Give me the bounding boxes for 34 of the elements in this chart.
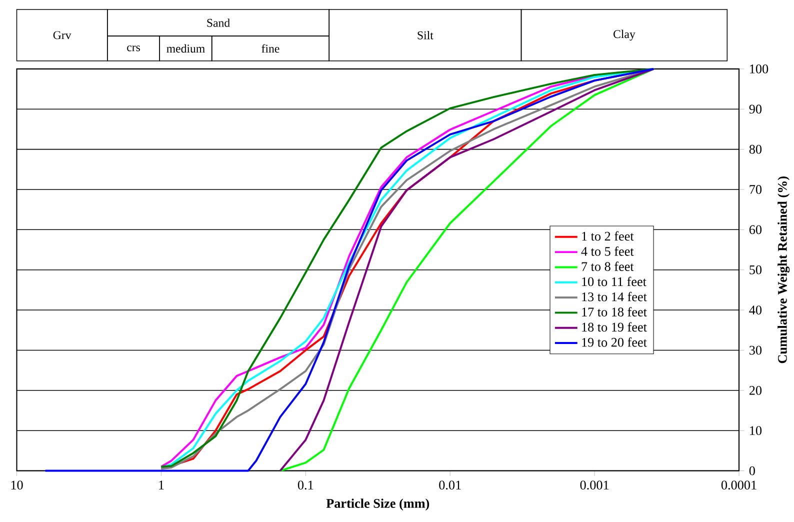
x-tick-label: 1 <box>159 480 164 490</box>
y-tick-label: 30 <box>750 346 762 355</box>
text: medium <box>166 44 205 53</box>
y-tick-label: 80 <box>749 144 762 154</box>
legend-label: 1 to 2 feet <box>582 231 634 241</box>
text: Grv <box>53 31 72 40</box>
legend-label: 13 to 14 feet <box>582 292 647 302</box>
legend-label: 17 to 18 feet <box>582 307 647 316</box>
y-tick-label: 0 <box>749 466 755 476</box>
legend-label: 7 to 8 feet <box>582 262 634 271</box>
x-tick-label: 0.001 <box>580 480 609 490</box>
text: Clay <box>614 30 636 41</box>
legend-label: 4 to 5 feet <box>581 246 634 256</box>
y-tick-label: 40 <box>749 306 762 314</box>
x-tick-label: 10 <box>11 480 23 490</box>
y-tick-label: 10 <box>750 426 762 436</box>
legend-label: 10 to 11 feet <box>582 276 646 286</box>
y-tick-label: 70 <box>750 185 762 194</box>
x-tick-label: 0.01 <box>439 480 461 490</box>
x-axis-title: Particle Size (mm) <box>326 498 430 511</box>
text: crs <box>127 46 140 52</box>
y-tick-label: 20 <box>749 386 762 395</box>
x-tick-label: 0.0001 <box>721 480 756 490</box>
text: Silt <box>418 31 434 40</box>
text: Sand <box>207 18 230 27</box>
y-tick-label: 60 <box>749 225 762 234</box>
text: fine <box>262 44 280 53</box>
legend-label: 19 to 20 feet <box>582 337 647 347</box>
legend-label: 18 to 19 feet <box>582 322 647 332</box>
y-tick-label: 50 <box>750 265 762 274</box>
y-tick-label: 100 <box>750 64 768 74</box>
x-tick-label: 0.1 <box>298 480 314 490</box>
y-tick-label: 90 <box>749 104 762 114</box>
y-axis-title: Cumulative Weight Retained (%) <box>778 176 790 364</box>
